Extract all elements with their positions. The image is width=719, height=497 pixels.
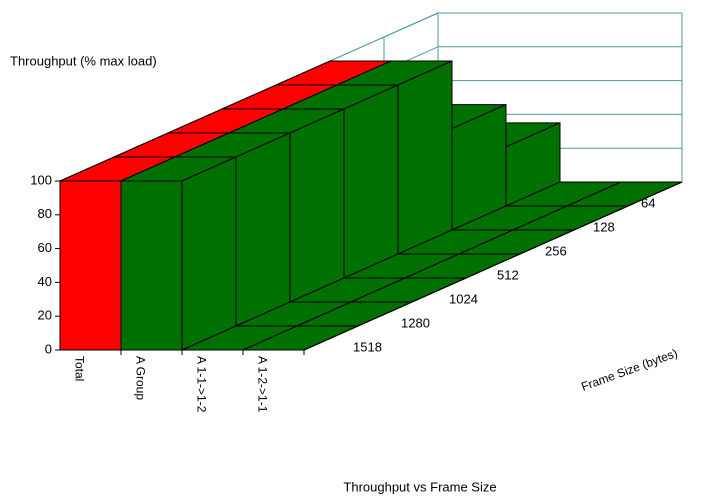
y-tick-label: 60 <box>38 240 52 255</box>
bar-side <box>289 108 345 303</box>
depth-tick-label: 256 <box>545 243 567 258</box>
y-tick-label: 20 <box>38 308 52 323</box>
depth-tick-label: 128 <box>593 219 615 234</box>
y-tick-label: 40 <box>38 274 52 289</box>
bar-side <box>235 132 291 327</box>
bar <box>120 156 237 351</box>
bars <box>59 60 683 351</box>
depth-tick-label: 1280 <box>401 315 430 330</box>
depth-axis <box>303 181 683 351</box>
depth-tick-label: 1024 <box>449 291 478 306</box>
bar-front <box>120 180 183 351</box>
y-tick-label: 100 <box>30 172 52 187</box>
y-tick-label: 0 <box>45 341 52 356</box>
x-tick-label: Total <box>72 356 86 381</box>
bar-front <box>59 180 122 351</box>
chart-title: Throughput vs Frame Size <box>343 479 496 494</box>
depth-axis-label: Frame Size (bytes) <box>579 346 679 394</box>
depth-tick-label: 64 <box>641 195 655 210</box>
depth-tick-label: 1518 <box>353 339 382 354</box>
bar-side <box>343 84 399 279</box>
x-tick-label: A 1-2->1-1 <box>255 356 269 413</box>
bar-side <box>397 60 453 255</box>
x-tick-label: A 1-1->1-2 <box>194 356 208 413</box>
x-tick-label: A Group <box>133 356 147 400</box>
y-axis-label: Throughput (% max load) <box>10 53 157 68</box>
y-tick-label: 80 <box>38 206 52 221</box>
bar-side <box>181 156 237 351</box>
axes: 0 20 40 60 80 100 Total A Group A 1-1->1-2 A 1-2-… <box>30 172 683 413</box>
depth-tick-label: 512 <box>497 267 519 282</box>
